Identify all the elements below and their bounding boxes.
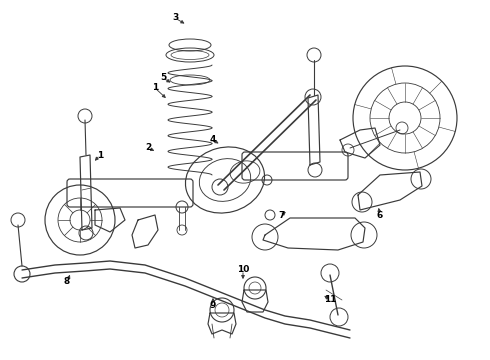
Text: 1: 1	[152, 84, 158, 93]
Text: 5: 5	[160, 73, 166, 82]
Text: 11: 11	[324, 296, 336, 305]
Text: 7: 7	[279, 211, 285, 220]
Text: 4: 4	[210, 135, 216, 144]
Text: 10: 10	[237, 266, 249, 274]
Text: 3: 3	[172, 13, 178, 22]
Text: 8: 8	[64, 278, 70, 287]
Text: 1: 1	[97, 150, 103, 159]
Text: 6: 6	[377, 211, 383, 220]
Text: 9: 9	[210, 301, 216, 310]
Text: 2: 2	[145, 144, 151, 153]
